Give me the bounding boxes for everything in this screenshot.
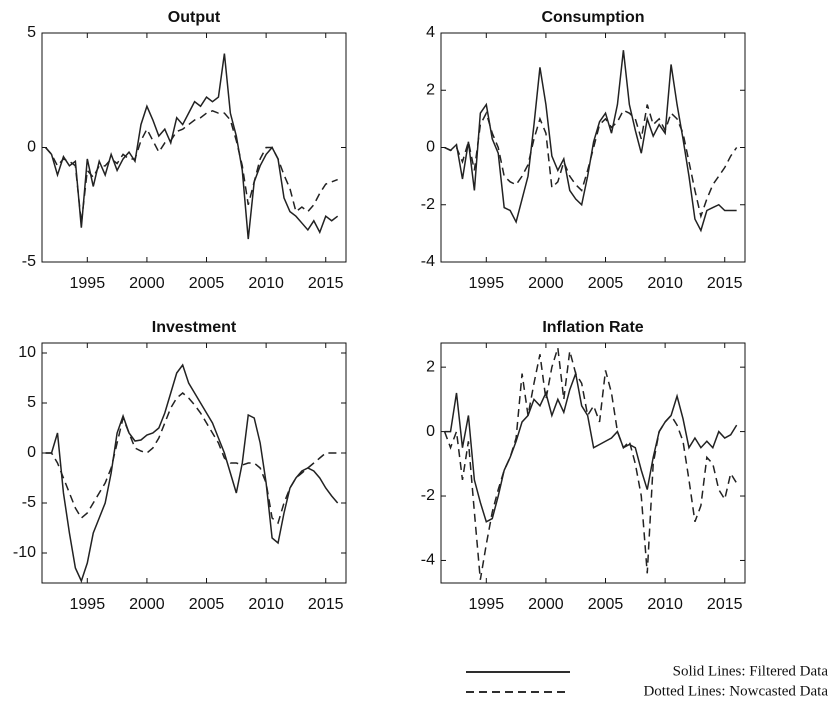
series-line (444, 370, 738, 523)
chart-title: Inflation Rate (542, 319, 643, 336)
x-tick-label: 2010 (248, 596, 284, 613)
y-tick-label: 0 (27, 444, 36, 461)
x-tick-label: 2005 (588, 275, 624, 292)
y-tick-label: 2 (426, 358, 435, 375)
y-tick-label: -5 (22, 494, 36, 511)
series-line (45, 53, 339, 240)
x-tick-label: 2015 (707, 275, 743, 292)
y-tick-label: -2 (421, 196, 435, 213)
legend-label: Solid Lines: Filtered Data (673, 663, 829, 679)
x-tick-label: 2010 (647, 275, 683, 292)
y-tick-label: -2 (421, 487, 435, 504)
plot-frame (41, 32, 347, 263)
x-tick-label: 2000 (129, 275, 165, 292)
y-tick-label: -5 (22, 253, 36, 270)
x-tick-label: 2005 (189, 596, 225, 613)
x-tick-label: 1995 (469, 275, 505, 292)
y-tick-label: 0 (27, 139, 36, 156)
x-tick-label: 2010 (647, 596, 683, 613)
series-line (45, 392, 338, 525)
y-tick-label: 5 (27, 394, 36, 411)
y-tick-label: 0 (426, 139, 435, 156)
series-line (45, 363, 339, 583)
series-line (444, 104, 738, 219)
x-tick-label: 2015 (308, 596, 344, 613)
chart-title: Investment (152, 319, 237, 336)
x-tick-label: 2000 (528, 275, 564, 292)
chart-title: Output (168, 9, 221, 26)
chart-title: Consumption (541, 9, 644, 26)
x-tick-label: 2015 (308, 275, 344, 292)
plot-frame (440, 342, 746, 584)
x-tick-label: 2005 (189, 275, 225, 292)
series-line (443, 347, 738, 580)
y-tick-label: 2 (426, 81, 435, 98)
legend-label: Dotted Lines: Nowcasted Data (643, 683, 828, 699)
x-tick-label: 2005 (588, 596, 624, 613)
series-line (45, 110, 338, 224)
x-tick-label: 2010 (248, 275, 284, 292)
plot-frame (41, 342, 347, 584)
x-tick-label: 2015 (707, 596, 743, 613)
y-tick-label: 5 (27, 24, 36, 41)
x-tick-label: 2000 (129, 596, 165, 613)
series-line (444, 50, 737, 233)
y-tick-label: 4 (426, 24, 435, 41)
x-tick-label: 1995 (70, 275, 106, 292)
y-tick-label: 10 (18, 344, 36, 361)
plot-frame (440, 32, 746, 263)
x-tick-label: 1995 (469, 596, 505, 613)
y-tick-label: -4 (421, 552, 435, 569)
x-tick-label: 2000 (528, 596, 564, 613)
y-tick-label: 0 (426, 423, 435, 440)
x-tick-label: 1995 (70, 596, 106, 613)
y-tick-label: -4 (421, 253, 435, 270)
y-tick-label: -10 (13, 544, 36, 561)
